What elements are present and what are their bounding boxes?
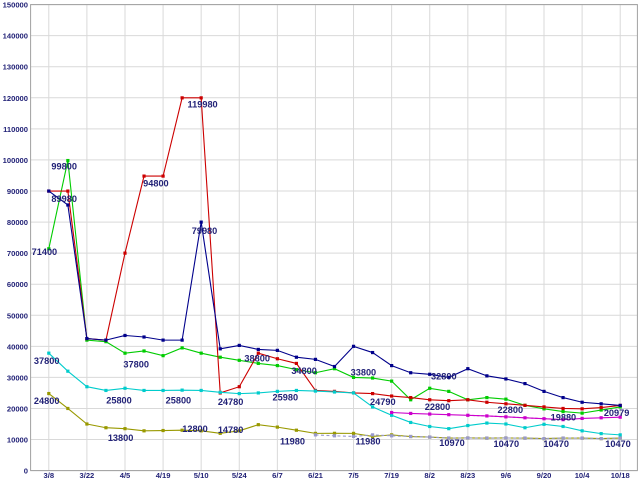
svg-text:8/2: 8/2 [424,471,435,480]
svg-text:5/10: 5/10 [194,471,209,480]
svg-text:0: 0 [24,467,28,476]
svg-text:38800: 38800 [244,353,270,363]
svg-text:70000: 70000 [7,249,28,258]
svg-text:10470: 10470 [605,439,631,449]
svg-text:22800: 22800 [498,405,524,415]
svg-text:120000: 120000 [3,94,28,103]
svg-text:19880: 19880 [551,413,577,423]
svg-text:11980: 11980 [280,436,305,446]
svg-text:100000: 100000 [3,156,28,165]
svg-text:150000: 150000 [3,1,28,10]
svg-text:24800: 24800 [34,396,60,406]
svg-text:99800: 99800 [51,161,77,171]
svg-text:119980: 119980 [188,100,218,110]
svg-text:80000: 80000 [7,218,28,227]
svg-text:6/7: 6/7 [272,471,283,480]
svg-text:71400: 71400 [32,247,58,257]
svg-text:13800: 13800 [108,433,134,443]
svg-text:10/4: 10/4 [575,471,591,480]
svg-text:25800: 25800 [106,396,132,406]
svg-text:10000: 10000 [7,436,28,445]
svg-text:3/8: 3/8 [44,471,55,480]
svg-text:110000: 110000 [3,125,28,134]
svg-text:40000: 40000 [7,342,28,351]
svg-text:20979: 20979 [604,408,630,418]
svg-text:60000: 60000 [7,280,28,289]
svg-text:10/18: 10/18 [611,471,630,480]
svg-text:24790: 24790 [370,397,396,407]
svg-text:4/5: 4/5 [120,471,131,480]
svg-text:25800: 25800 [166,396,192,406]
svg-text:34800: 34800 [291,366,317,376]
svg-text:37800: 37800 [123,360,149,370]
svg-text:7/5: 7/5 [348,471,359,480]
svg-text:9/20: 9/20 [537,471,552,480]
svg-text:14780: 14780 [218,425,244,435]
svg-text:9/6: 9/6 [501,471,512,480]
svg-text:22800: 22800 [425,402,451,412]
svg-text:10470: 10470 [494,439,520,449]
svg-text:25980: 25980 [273,392,299,402]
svg-text:4/19: 4/19 [156,471,171,480]
svg-text:7/19: 7/19 [384,471,399,480]
svg-text:3/22: 3/22 [80,471,95,480]
svg-text:140000: 140000 [3,32,28,41]
svg-text:79980: 79980 [192,226,218,236]
svg-text:20000: 20000 [7,405,28,414]
svg-text:10970: 10970 [439,438,465,448]
svg-text:32800: 32800 [431,372,457,382]
svg-text:33800: 33800 [351,367,377,377]
svg-text:50000: 50000 [7,311,28,320]
svg-text:30000: 30000 [7,373,28,382]
svg-text:6/21: 6/21 [308,471,324,480]
svg-text:11980: 11980 [355,436,380,446]
svg-text:10470: 10470 [543,439,569,449]
svg-text:12800: 12800 [182,424,208,434]
svg-text:94800: 94800 [143,178,169,188]
svg-text:8/23: 8/23 [460,471,475,480]
svg-text:37800: 37800 [34,356,60,366]
svg-text:130000: 130000 [3,63,28,72]
svg-text:5/24: 5/24 [232,471,248,480]
svg-text:89980: 89980 [51,194,77,204]
svg-text:24780: 24780 [218,397,244,407]
svg-text:90000: 90000 [7,187,28,196]
